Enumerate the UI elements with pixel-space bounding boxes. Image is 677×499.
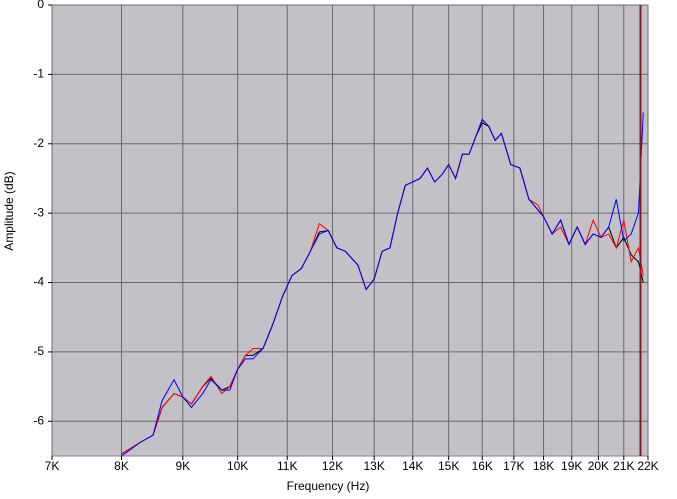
x-tick-label: 9K [175,459,190,473]
series-line [121,112,644,457]
x-axis-title: Frequency (Hz) [287,479,370,493]
y-tick-label: -4 [33,275,44,289]
y-tick-label: -5 [33,344,44,358]
x-tick-label: 13K [364,459,385,473]
plot-area [51,4,649,457]
x-tick-label: 18K [533,459,554,473]
x-tick-label: 8K [114,459,129,473]
y-tick-label: -2 [33,136,44,150]
y-tick-label: 0 [37,0,44,11]
y-tick-label: -1 [33,67,44,81]
x-tick-label: 17K [503,459,524,473]
x-tick-label: 10K [227,459,248,473]
x-tick-label: 22K [637,459,658,473]
x-tick-label: 19K [561,459,582,473]
lines [121,112,644,457]
x-tick-label: 14K [402,459,423,473]
y-tick-label: -6 [33,413,44,427]
x-tick-label: 20K [588,459,609,473]
y-axis-title: Amplitude (dB) [2,171,16,250]
x-tick-label: 16K [472,459,493,473]
x-tick-label: 11K [277,459,297,473]
x-tick-label: 21K [613,459,634,473]
x-tick-label: 7K [45,459,60,473]
y-tick-label: -3 [33,205,44,219]
x-tick-label: 15K [438,459,459,473]
x-tick-label: 12K [322,459,343,473]
